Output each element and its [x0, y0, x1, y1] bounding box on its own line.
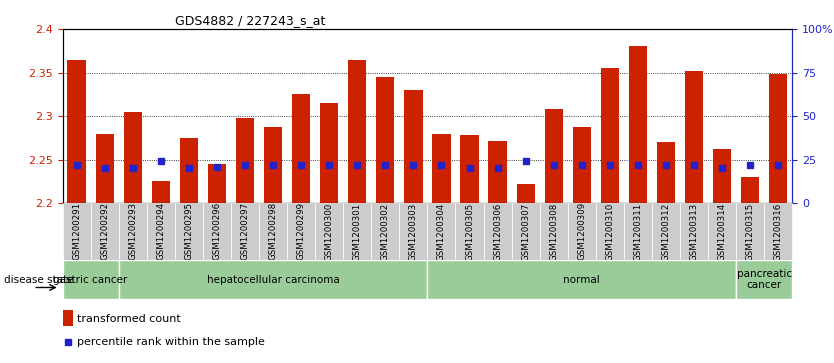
Bar — [680, 203, 708, 260]
Bar — [63, 260, 118, 299]
Bar — [624, 203, 652, 260]
Bar — [63, 203, 91, 260]
Bar — [455, 203, 484, 260]
Bar — [96, 134, 113, 203]
Text: GSM1200312: GSM1200312 — [661, 202, 671, 261]
Bar — [147, 203, 175, 260]
Bar — [292, 94, 310, 203]
Bar — [203, 203, 231, 260]
Text: GDS4882 / 227243_s_at: GDS4882 / 227243_s_at — [175, 15, 325, 28]
Text: GSM1200306: GSM1200306 — [493, 202, 502, 261]
Bar — [489, 140, 507, 203]
Bar — [344, 203, 371, 260]
Text: GSM1200299: GSM1200299 — [297, 203, 305, 260]
Bar — [118, 260, 428, 299]
Bar — [123, 112, 142, 203]
Bar — [428, 203, 455, 260]
Bar — [91, 203, 118, 260]
Bar — [764, 203, 792, 260]
Bar — [685, 71, 703, 203]
Text: GSM1200311: GSM1200311 — [634, 202, 642, 261]
Bar — [399, 203, 427, 260]
Text: percentile rank within the sample: percentile rank within the sample — [77, 337, 265, 347]
Text: GSM1200294: GSM1200294 — [156, 202, 165, 261]
Bar — [713, 149, 731, 203]
Bar — [236, 118, 254, 203]
Text: GSM1200316: GSM1200316 — [774, 202, 783, 261]
Text: GSM1200297: GSM1200297 — [240, 202, 249, 261]
Text: normal: normal — [564, 274, 600, 285]
Text: GSM1200302: GSM1200302 — [381, 202, 389, 261]
Text: GSM1200295: GSM1200295 — [184, 202, 193, 261]
Bar — [741, 177, 759, 203]
Text: GSM1200292: GSM1200292 — [100, 202, 109, 261]
Bar — [573, 127, 591, 203]
Text: GSM1200303: GSM1200303 — [409, 202, 418, 261]
Bar — [376, 77, 394, 203]
Bar — [736, 203, 764, 260]
Bar — [652, 203, 680, 260]
Text: GSM1200296: GSM1200296 — [213, 202, 221, 261]
Text: hepatocellular carcinoma: hepatocellular carcinoma — [207, 274, 339, 285]
Text: GSM1200308: GSM1200308 — [550, 202, 558, 261]
Bar — [428, 260, 736, 299]
Bar — [320, 103, 339, 203]
Bar — [600, 68, 619, 203]
Text: GSM1200314: GSM1200314 — [717, 202, 726, 261]
Text: GSM1200310: GSM1200310 — [605, 202, 615, 261]
Bar — [371, 203, 399, 260]
Text: GSM1200298: GSM1200298 — [269, 202, 278, 261]
Text: pancreatic
cancer: pancreatic cancer — [736, 269, 791, 290]
Bar — [657, 142, 675, 203]
Bar — [484, 203, 511, 260]
Text: GSM1200300: GSM1200300 — [324, 202, 334, 261]
Bar — [460, 135, 479, 203]
Bar — [516, 184, 535, 203]
Bar — [708, 203, 736, 260]
Bar — [545, 109, 563, 203]
Text: GSM1200307: GSM1200307 — [521, 202, 530, 261]
Bar — [68, 60, 86, 203]
Text: GSM1200309: GSM1200309 — [577, 202, 586, 261]
Bar — [63, 310, 73, 326]
Text: GSM1200291: GSM1200291 — [72, 202, 81, 261]
Text: GSM1200315: GSM1200315 — [746, 202, 755, 261]
Text: GSM1200305: GSM1200305 — [465, 202, 474, 261]
Text: gastric cancer: gastric cancer — [53, 274, 128, 285]
Text: transformed count: transformed count — [77, 314, 181, 324]
Bar — [259, 203, 287, 260]
Bar — [152, 182, 170, 203]
Bar — [540, 203, 568, 260]
Bar — [208, 164, 226, 203]
Bar — [175, 203, 203, 260]
Bar — [348, 60, 366, 203]
Bar — [769, 74, 787, 203]
Text: GSM1200304: GSM1200304 — [437, 202, 446, 261]
Text: GSM1200301: GSM1200301 — [353, 202, 362, 261]
Bar — [287, 203, 315, 260]
Bar — [629, 46, 647, 203]
Bar — [511, 203, 540, 260]
Bar — [315, 203, 344, 260]
Text: GSM1200293: GSM1200293 — [128, 202, 138, 261]
Bar — [180, 138, 198, 203]
Bar — [432, 134, 450, 203]
Bar — [264, 127, 282, 203]
Bar — [118, 203, 147, 260]
Text: GSM1200313: GSM1200313 — [690, 202, 699, 261]
Bar — [595, 203, 624, 260]
Bar — [568, 203, 595, 260]
Bar — [404, 90, 423, 203]
Bar — [736, 260, 792, 299]
Bar — [231, 203, 259, 260]
Text: disease state: disease state — [4, 274, 73, 285]
